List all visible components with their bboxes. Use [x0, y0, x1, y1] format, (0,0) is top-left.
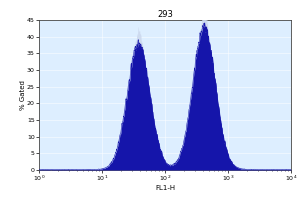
Title: 293: 293	[157, 10, 173, 19]
X-axis label: FL1-H: FL1-H	[155, 185, 175, 191]
Y-axis label: % Gated: % Gated	[20, 80, 26, 110]
